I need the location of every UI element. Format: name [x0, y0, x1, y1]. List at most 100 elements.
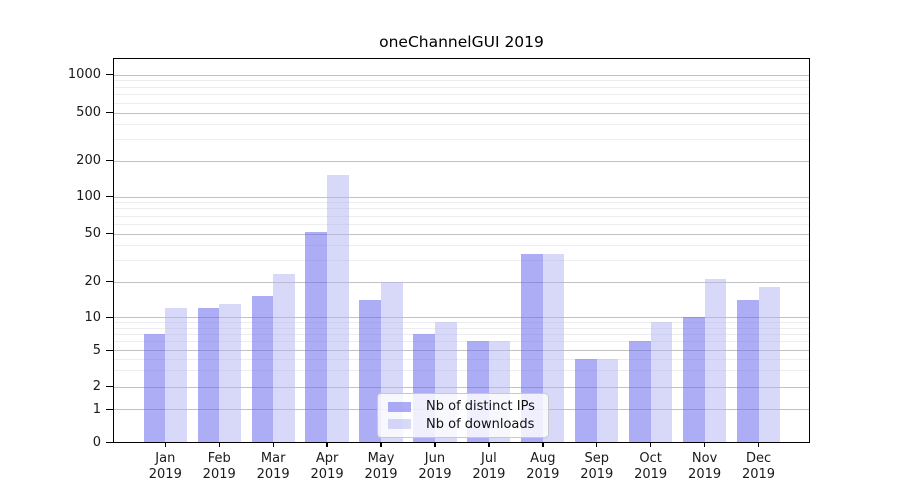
- x-tick-mark: [757, 443, 760, 447]
- x-tick-month: Oct: [639, 451, 662, 466]
- y-tick-mark: [106, 386, 113, 388]
- x-tick-mark: [272, 443, 274, 447]
- y-tick-mark: [106, 408, 113, 410]
- gridline-minor: [114, 223, 809, 225]
- x-tick-mark: [164, 443, 166, 447]
- x-tick-mark: [542, 443, 544, 447]
- y-tick-label: 500: [76, 105, 101, 120]
- x-tick-month: Mar: [260, 451, 286, 466]
- x-tick-month: Jul: [481, 451, 497, 466]
- x-tick-month: Jun: [424, 451, 446, 466]
- bar-distinct-ips-apr: [305, 232, 328, 442]
- gridline-minor: [114, 260, 809, 262]
- x-tick-month: Jan: [155, 451, 176, 466]
- y-tick-label: 1: [92, 401, 101, 417]
- x-tick-month: Aug: [530, 451, 556, 466]
- gridline-minor: [114, 341, 809, 343]
- y-tick-label: 1000: [67, 67, 101, 82]
- x-tick-mark: [596, 443, 598, 447]
- x-tick-month: May: [367, 451, 395, 466]
- gridline-minor: [114, 370, 809, 372]
- x-tick-label-dec: Dec 2019: [729, 451, 789, 482]
- gridline-minor: [114, 215, 809, 217]
- y-tick-label: 20: [84, 274, 101, 289]
- y-tick-mark: [106, 441, 113, 443]
- x-tick-year: 2019: [580, 466, 614, 482]
- x-tick-label-feb: Feb 2019: [189, 451, 249, 482]
- gridline-minor: [114, 245, 809, 247]
- x-tick-mark: [488, 443, 490, 447]
- x-tick-year: 2019: [310, 466, 344, 482]
- gridline-minor: [114, 208, 809, 210]
- bar-downloads-feb: [219, 303, 241, 442]
- x-tick-month: Apr: [315, 451, 339, 466]
- legend: Nb of distinct IPs Nb of downloads: [377, 393, 549, 438]
- chart-title: oneChannelGUI 2019: [379, 33, 544, 51]
- legend-label-downloads: Nb of downloads: [426, 416, 535, 432]
- y-tick-label: 0: [92, 434, 101, 450]
- bar-downloads-dec: [758, 286, 781, 442]
- y-tick-mark: [106, 112, 113, 114]
- bar-downloads-jan: [165, 307, 187, 442]
- gridline-minor: [114, 80, 809, 82]
- gridline-major: [114, 74, 809, 76]
- legend-swatch-downloads: [388, 419, 411, 430]
- bar-distinct-ips-feb: [197, 307, 220, 442]
- y-tick-label: 50: [84, 226, 101, 241]
- bar-downloads-nov: [704, 278, 727, 442]
- gridline-minor: [114, 86, 809, 88]
- bar-distinct-ips-dec: [736, 299, 759, 442]
- y-tick-mark: [106, 349, 113, 351]
- x-tick-label-mar: Mar 2019: [243, 451, 303, 482]
- bar-downloads-apr: [327, 174, 349, 442]
- x-tick-month: Dec: [745, 451, 772, 466]
- gridline-minor: [114, 124, 809, 126]
- x-tick-year: 2019: [526, 466, 560, 482]
- bar-downloads-sep: [596, 358, 619, 442]
- x-tick-year: 2019: [634, 466, 668, 482]
- legend-item-distinct-ips: Nb of distinct IPs: [388, 399, 538, 414]
- x-tick-month: Feb: [207, 451, 231, 466]
- x-tick-label-oct: Oct 2019: [621, 451, 681, 482]
- x-tick-year: 2019: [364, 466, 398, 482]
- y-tick-mark: [106, 196, 113, 198]
- bar-distinct-ips-oct: [629, 341, 651, 442]
- y-tick-mark: [106, 233, 113, 235]
- bar-downloads-oct: [650, 322, 673, 442]
- x-tick-year: 2019: [418, 466, 452, 482]
- gridline-major: [114, 112, 809, 114]
- x-tick-label-apr: Apr 2019: [297, 451, 357, 482]
- gridline-major: [114, 350, 809, 351]
- gridline-minor: [114, 202, 809, 204]
- x-tick-year: 2019: [256, 466, 290, 482]
- gridline-major: [114, 317, 809, 318]
- y-tick-label: 5: [92, 342, 101, 358]
- x-tick-mark: [434, 443, 436, 447]
- x-tick-label-aug: Aug 2019: [513, 451, 573, 482]
- x-tick-label-nov: Nov 2019: [675, 451, 735, 482]
- bar-distinct-ips-sep: [575, 358, 597, 442]
- x-tick-label-jun: Jun 2019: [405, 451, 465, 482]
- x-tick-mark: [326, 443, 328, 447]
- x-tick-mark: [650, 443, 652, 447]
- plot-area: [113, 58, 810, 443]
- y-tick-label: 200: [76, 153, 101, 168]
- gridline-minor: [114, 322, 809, 324]
- x-tick-year: 2019: [202, 466, 236, 482]
- y-tick-mark: [106, 281, 113, 283]
- gridline-major: [114, 160, 809, 162]
- y-tick-mark: [106, 160, 113, 162]
- gridline-major: [114, 233, 809, 235]
- bar-distinct-ips-jan: [143, 333, 166, 442]
- y-tick-label: 100: [76, 189, 101, 204]
- legend-item-downloads: Nb of downloads: [388, 417, 538, 432]
- x-tick-mark: [218, 443, 220, 447]
- x-tick-label-may: May 2019: [351, 451, 411, 482]
- x-tick-year: 2019: [688, 466, 722, 482]
- x-tick-year: 2019: [472, 466, 506, 482]
- x-tick-mark: [380, 443, 382, 447]
- x-tick-year: 2019: [148, 466, 182, 482]
- gridline-minor: [114, 94, 809, 96]
- y-tick-label: 2: [92, 379, 101, 394]
- gridline-major: [114, 386, 809, 388]
